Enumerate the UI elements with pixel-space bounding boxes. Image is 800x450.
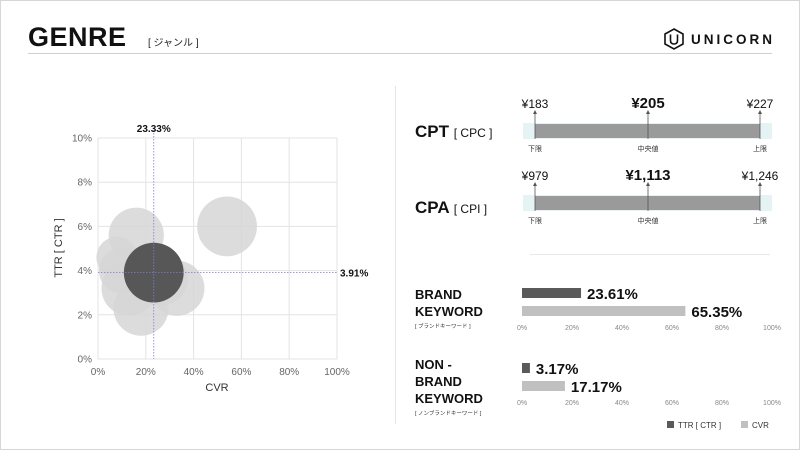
unicorn-logo-icon: [664, 28, 684, 50]
cpa-sub: [ CPI ]: [453, 202, 488, 216]
brand-keyword-label: BRAND KEYWORD: [415, 286, 483, 320]
range-marker-arrow: [758, 182, 762, 186]
range-marker-arrow: [533, 182, 537, 186]
cpt-name: CPT: [415, 122, 449, 141]
x-reference-label: 23.33%: [137, 124, 171, 135]
section-divider: [395, 86, 396, 424]
non-brand-keyword-label-line1: NON -: [415, 357, 452, 372]
x-axis-label: CVR: [205, 382, 228, 394]
range-label-mid: 中央値: [638, 216, 659, 225]
range-label-high: 上限: [753, 216, 767, 225]
y-tick-label: 2%: [78, 310, 93, 321]
x-tick-label: 60%: [231, 367, 251, 378]
header-rule: [28, 53, 772, 54]
x-tick-label: 80%: [279, 367, 299, 378]
non-brand-keyword-sub: [ ノンブランドキーワード ]: [415, 411, 482, 417]
range-label-mid: 中央値: [638, 144, 659, 153]
brand-keyword-label-line2: KEYWORD: [415, 304, 483, 319]
range-marker-arrow: [646, 110, 650, 114]
section-divider-horizontal: [530, 254, 770, 255]
highlight-bubble-point: [123, 242, 184, 303]
brand-keyword-label-line1: BRAND: [415, 287, 462, 302]
range-value-high: ¥227: [746, 97, 774, 111]
cpt-title: CPT [ CPC ]: [415, 122, 492, 142]
x-tick-label: 20%: [136, 367, 156, 378]
y-axis-label: TTR [ CTR ]: [53, 218, 65, 277]
range-marker-arrow: [533, 110, 537, 114]
y-reference-label: 3.91%: [340, 269, 368, 280]
x-tick-label: 0%: [91, 367, 106, 378]
logo: UNICORN: [664, 28, 775, 50]
non-brand-keyword-label-line2: BRAND: [415, 374, 462, 389]
range-value-low: ¥979: [521, 169, 549, 183]
y-tick-label: 0%: [78, 355, 93, 366]
brand-keyword-sub: [ ブランドキーワード ]: [415, 324, 471, 330]
cpt-sub: [ CPC ]: [453, 126, 493, 140]
non-brand-keyword-label: NON - BRAND KEYWORD: [415, 356, 483, 407]
x-tick-label: 100%: [324, 367, 350, 378]
y-tick-label: 4%: [78, 266, 93, 277]
y-tick-label: 10%: [72, 134, 92, 145]
range-label-low: 下限: [528, 144, 542, 153]
range-chart: ¥183 下限 ¥205 中央値 ¥227 上限 ¥979 下限 ¥1,113 中央値 ¥1,246…: [521, 95, 779, 225]
bubble-point: [197, 196, 257, 257]
range-marker-arrow: [758, 110, 762, 114]
cpa-title: CPA [ CPI ]: [415, 198, 487, 218]
range-bar: [535, 196, 760, 210]
non-brand-keyword-label-line3: KEYWORD: [415, 391, 483, 406]
page-title: GENRE: [28, 22, 127, 52]
range-label-high: 上限: [753, 144, 767, 153]
range-value-mid: ¥205: [631, 95, 664, 112]
logo-text: UNICORN: [691, 31, 775, 47]
range-value-high: ¥1,246: [741, 169, 779, 183]
range-value-mid: ¥1,113: [625, 167, 670, 184]
y-tick-label: 6%: [78, 222, 93, 233]
page-subtitle: [ ジャンル ]: [148, 38, 199, 49]
y-tick-label: 8%: [78, 178, 93, 189]
range-bar: [535, 124, 760, 138]
x-tick-label: 40%: [184, 367, 204, 378]
cpa-name: CPA: [415, 198, 449, 217]
range-value-low: ¥183: [521, 97, 549, 111]
range-marker-arrow: [646, 182, 650, 186]
bubble-chart: 23.33% 3.91% 0% 20% 40% 60% 80% 100% 0% 2% 4% 6% 8%…: [53, 124, 368, 394]
range-label-low: 下限: [528, 216, 542, 225]
